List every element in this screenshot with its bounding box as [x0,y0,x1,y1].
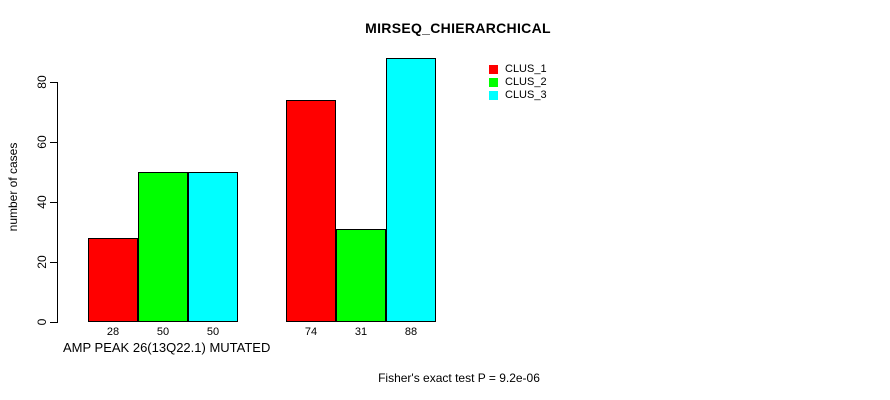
x-axis-label: AMP PEAK 26(13Q22.1) MUTATED [63,340,271,355]
legend-swatch-clus_2 [489,78,498,87]
bar-value-label-clus_3-group1: 50 [206,326,220,338]
legend-row-clus_2: CLUS_2 [489,76,547,89]
y-tick-80 [50,82,57,83]
bar-value-label-clus_2-group1: 50 [156,326,170,338]
bar-clus_1-group2 [286,100,336,322]
bar-clus_1-group1 [88,238,138,322]
legend-row-clus_3: CLUS_3 [489,89,547,102]
bar-clus_3-group1 [188,172,238,322]
bar-value-label-clus_2-group2: 31 [354,326,368,338]
legend-label-clus_3: CLUS_3 [505,89,547,101]
legend-swatch-clus_3 [489,91,498,100]
legend-swatch-clus_1 [489,65,498,74]
chart-title: MIRSEQ_CHIERARCHICAL [365,20,551,36]
y-tick-60 [50,142,57,143]
y-tick-label-60: 60 [35,135,49,149]
bar-clus_3-group2 [386,58,436,322]
legend-label-clus_2: CLUS_2 [505,76,547,88]
bar-value-label-clus_1-group1: 28 [106,326,120,338]
y-tick-40 [50,202,57,203]
y-tick-label-0: 0 [35,318,49,326]
y-tick-0 [50,322,57,323]
y-axis-line [57,82,58,323]
y-tick-label-40: 40 [35,195,49,209]
legend: CLUS_1 CLUS_2 CLUS_3 [489,63,547,102]
y-tick-label-20: 20 [35,255,49,269]
bar-value-label-clus_1-group2: 74 [304,326,318,338]
y-axis-label: number of cases [6,142,20,232]
footer-stat: Fisher's exact test P = 9.2e-06 [378,371,540,385]
bar-clus_2-group1 [138,172,188,322]
legend-row-clus_1: CLUS_1 [489,63,547,76]
legend-label-clus_1: CLUS_1 [505,63,547,75]
bar-clus_2-group2 [336,229,386,322]
y-tick-label-80: 80 [35,75,49,89]
y-tick-20 [50,262,57,263]
bar-value-label-clus_3-group2: 88 [404,326,418,338]
